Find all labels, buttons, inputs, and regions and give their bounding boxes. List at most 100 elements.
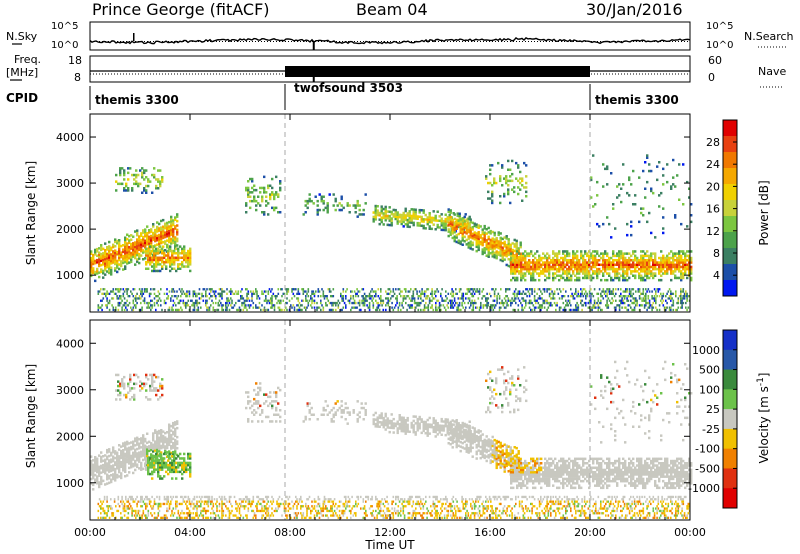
power-scatter-cell (542, 252, 545, 255)
power-scatter-cell (469, 229, 472, 232)
power-scatter-cell (477, 239, 480, 243)
power-scatter-cell (151, 256, 154, 259)
power-clutter-cell (198, 297, 201, 300)
power-clutter-cell (378, 308, 381, 312)
power-clutter-cell (256, 290, 258, 293)
power-scatter-cell (118, 245, 121, 249)
power-scatter-cell (158, 238, 161, 241)
power-scatter-cell (141, 191, 144, 194)
power-scatter-cell (526, 267, 529, 271)
power-scatter-cell (119, 167, 122, 170)
velocity-scatter-cell (156, 432, 159, 436)
power-scatter-cell (155, 256, 158, 259)
power-scatter-cell (481, 250, 484, 253)
power-scatter-cell (143, 189, 146, 192)
power-scatter-cell (251, 180, 254, 183)
power-scatter-cell (580, 270, 583, 273)
power-clutter-cell (341, 297, 343, 300)
power-scatter-cell (328, 193, 331, 196)
power-clutter-cell (395, 288, 397, 291)
power-scatter-cell (398, 215, 401, 219)
power-clutter-cell (682, 295, 685, 298)
velocity-scatter-cell (118, 464, 121, 467)
velocity-scatter-cell (122, 449, 125, 452)
power-clutter-cell (621, 299, 623, 302)
power-clutter-cell (511, 301, 513, 305)
power-clutter-cell (457, 304, 460, 307)
power-scatter-cell (106, 252, 109, 256)
power-clutter-cell (470, 301, 472, 305)
power-scatter-cell (124, 267, 127, 270)
power-clutter-cell (438, 301, 441, 305)
power-scatter-cell (164, 222, 167, 225)
power-clutter-cell (293, 306, 296, 309)
power-clutter-cell (331, 304, 333, 307)
power-scatter-cell (566, 263, 569, 266)
power-clutter-cell (206, 301, 208, 305)
power-scatter-cell (380, 207, 383, 211)
power-scatter-cell (634, 274, 637, 277)
power-clutter-cell (333, 301, 336, 305)
velocity-scatter-cell (161, 477, 164, 480)
velocity-scatter-cell (173, 468, 176, 471)
power-scatter-cell (263, 175, 266, 179)
power-scatter-cell (132, 248, 135, 252)
power-clutter-cell (466, 292, 468, 295)
velocity-scatter-cell (136, 438, 139, 442)
power-clutter-cell (493, 304, 496, 307)
power-clutter-cell (351, 290, 353, 293)
power-scatter-cell (173, 260, 176, 264)
power-scatter-cell (406, 223, 409, 226)
power-scatter-cell (660, 263, 663, 266)
velocity-scatter-cell (279, 415, 282, 419)
power-clutter-cell (507, 297, 510, 300)
power-scatter-cell (245, 186, 248, 190)
power-scatter-cell (104, 260, 107, 263)
power-clutter-cell (106, 306, 108, 309)
power-clutter-cell (113, 292, 116, 295)
power-scatter-cell (348, 204, 351, 207)
power-scatter-cell (540, 265, 543, 269)
power-scatter-cell (512, 270, 515, 273)
power-scatter-cell (136, 247, 139, 250)
power-clutter-cell (377, 295, 380, 298)
power-clutter-cell (567, 295, 570, 298)
power-scatter-cell (140, 249, 143, 253)
velocity-scatter-cell (100, 458, 103, 461)
power-clutter-cell (340, 308, 342, 312)
power-scatter-cell (442, 224, 445, 227)
power-clutter-cell (513, 290, 516, 293)
power-clutter-cell (255, 288, 257, 291)
power-scatter-cell (447, 234, 450, 238)
power-scatter-cell (590, 176, 593, 179)
power-clutter-cell (685, 301, 687, 305)
power-scatter-cell (608, 274, 611, 277)
power-scatter-cell (112, 256, 115, 260)
power-scatter-cell (592, 205, 595, 208)
power-clutter-cell (328, 290, 331, 293)
power-scatter-cell (461, 234, 464, 238)
power-clutter-cell (122, 295, 125, 298)
power-clutter-cell (660, 299, 662, 302)
power-clutter-cell (330, 301, 332, 305)
power-scatter-cell (420, 224, 423, 227)
power-scatter-cell (452, 212, 455, 215)
power-scatter-cell (562, 267, 565, 271)
power-scatter-cell (528, 261, 531, 264)
power-scatter-cell (596, 194, 599, 197)
power-clutter-cell (608, 292, 611, 295)
power-clutter-cell (610, 301, 612, 305)
power-scatter-cell (428, 216, 431, 219)
power-clutter-cell (641, 299, 643, 302)
power-scatter-cell (491, 199, 494, 202)
power-scatter-cell (149, 180, 152, 183)
power-scatter-cell (570, 274, 573, 277)
velocity-scatter-cell (304, 418, 307, 421)
power-clutter-cell (585, 295, 587, 298)
power-scatter-cell (140, 238, 143, 242)
power-scatter-cell (172, 230, 175, 233)
power-clutter-cell (622, 299, 625, 302)
velocity-scatter-cell (157, 463, 160, 467)
power-clutter-cell (352, 297, 355, 300)
power-scatter-cell (634, 259, 637, 262)
